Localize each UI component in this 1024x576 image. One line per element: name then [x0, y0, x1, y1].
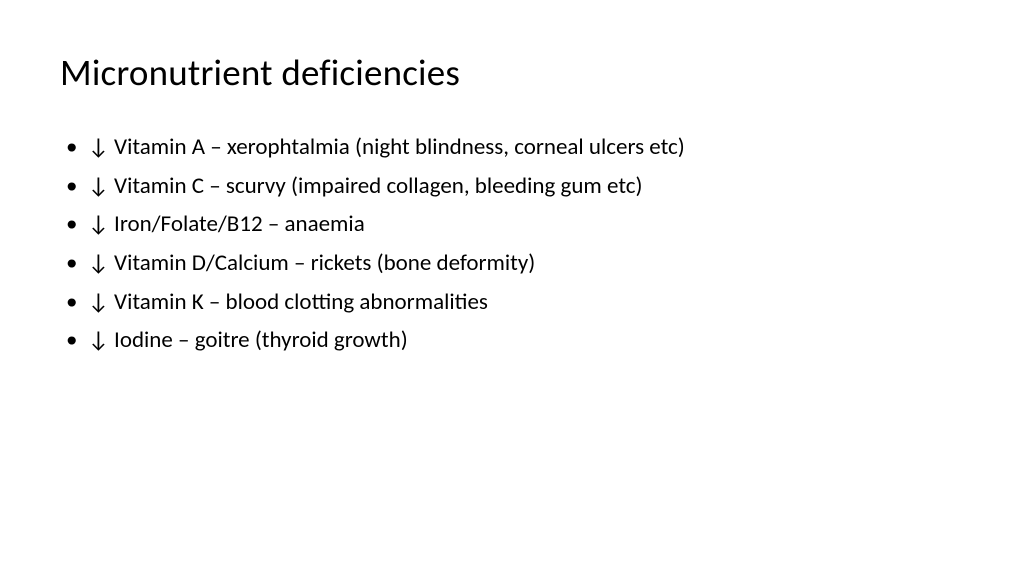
list-item: ↓ Vitamin K – blood clotting abnormaliti… [64, 285, 964, 321]
list-item: ↓ Vitamin C – scurvy (impaired collagen,… [64, 169, 964, 205]
list-item: ↓ Iron/Folate/B12 – anaemia [64, 207, 964, 243]
list-item: ↓ Iodine – goitre (thyroid growth) [64, 323, 964, 359]
slide-title: Micronutrient deficiencies [60, 50, 964, 95]
list-item: ↓ Vitamin A – xerophtalmia (night blindn… [64, 130, 964, 166]
bullet-list: ↓ Vitamin A – xerophtalmia (night blindn… [60, 130, 964, 359]
list-item: ↓ Vitamin D/Calcium – rickets (bone defo… [64, 246, 964, 282]
